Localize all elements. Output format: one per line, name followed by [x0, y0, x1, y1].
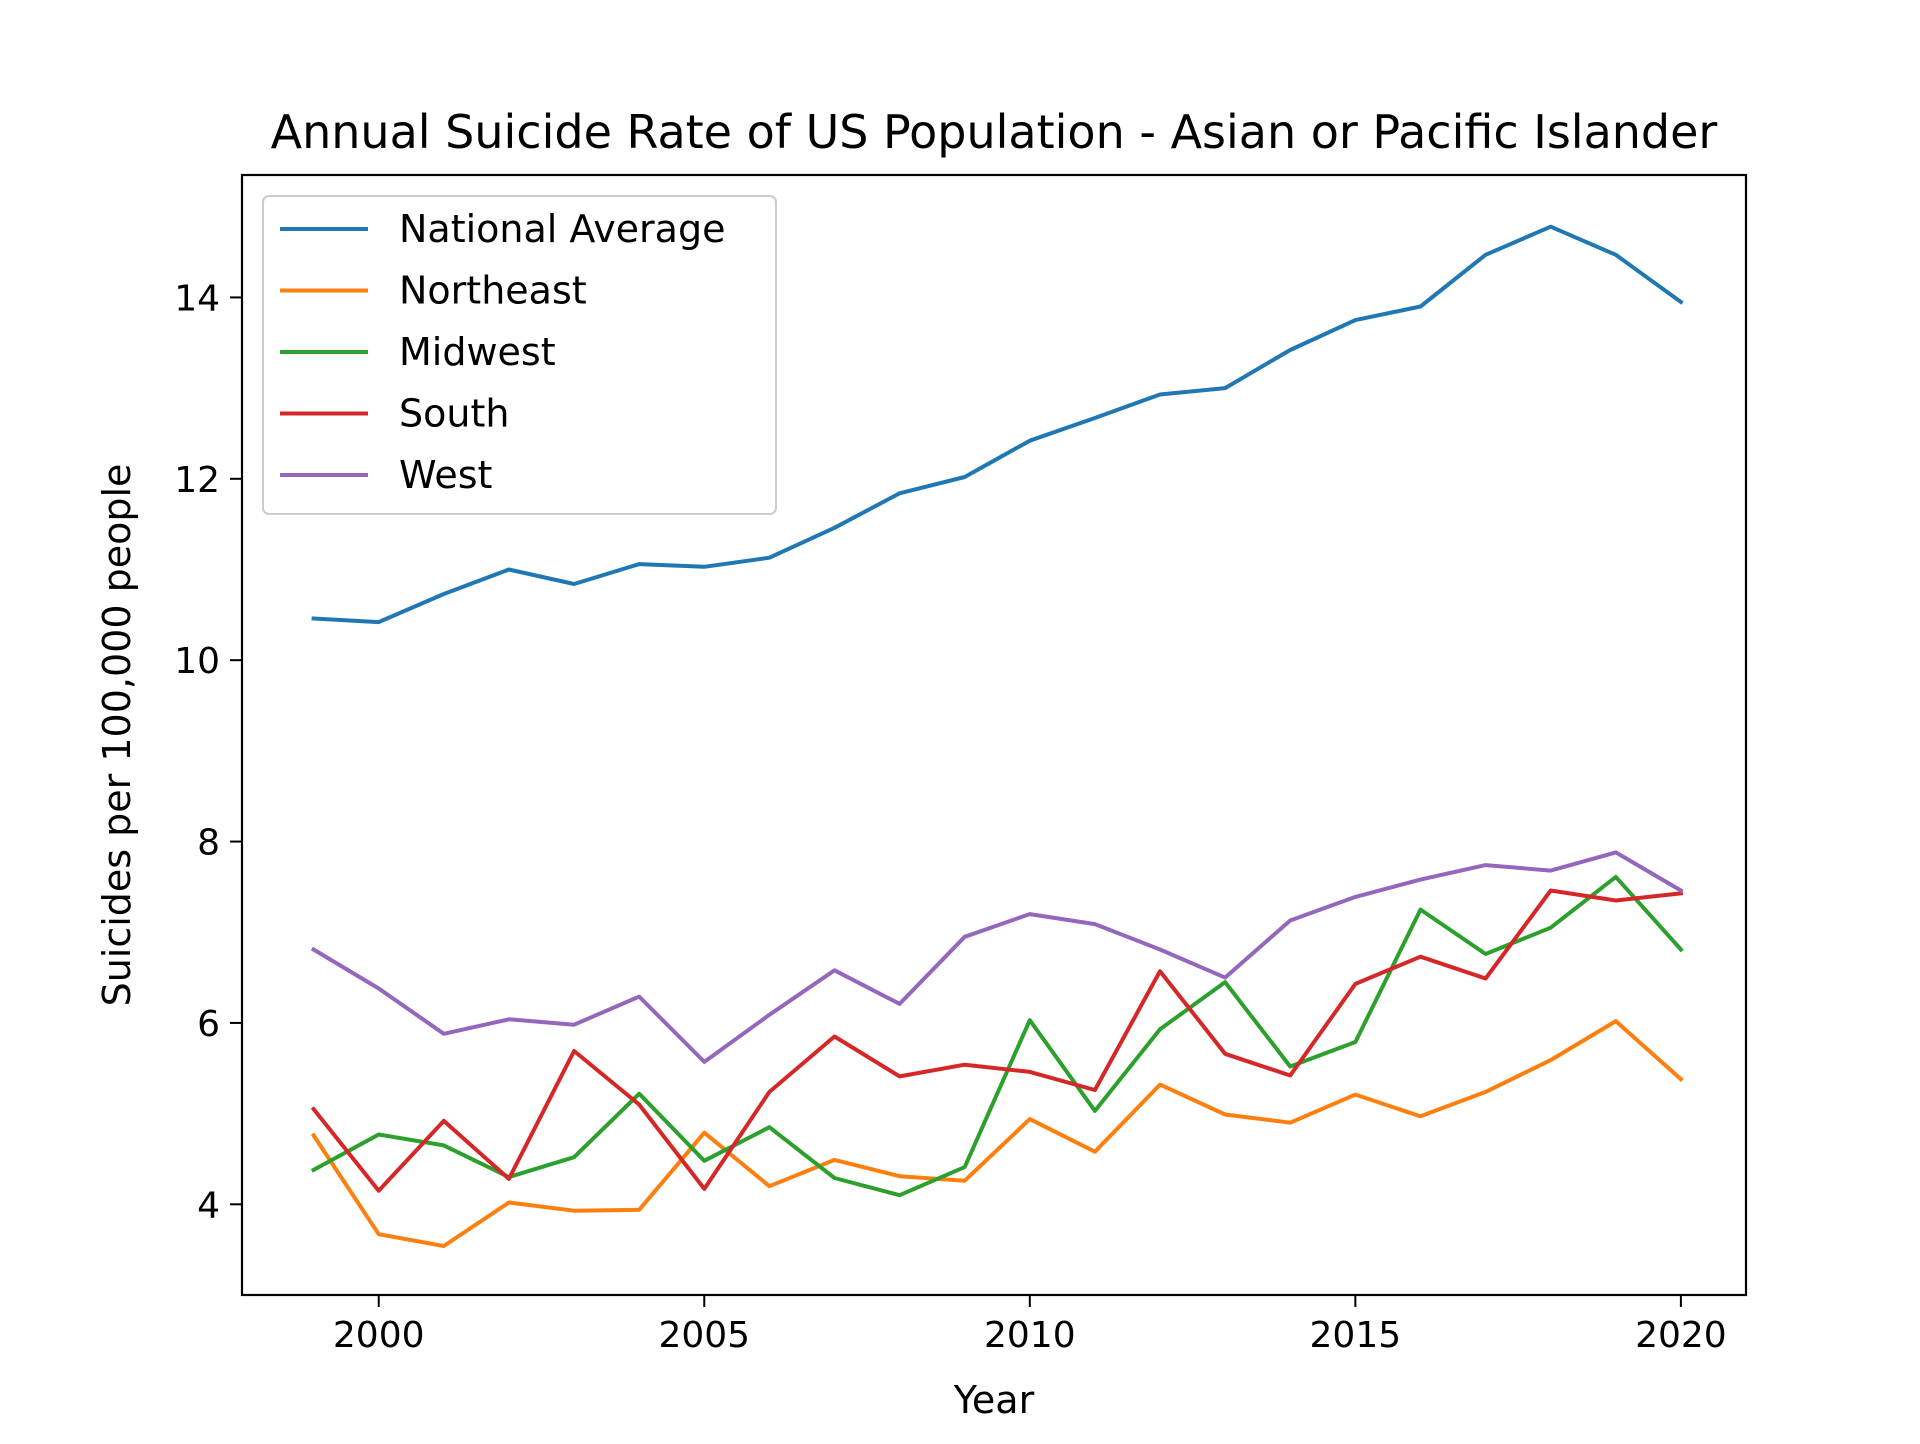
- y-tick-label: 6: [197, 1004, 220, 1045]
- plot-area: [240, 173, 1748, 1297]
- chart-title: Annual Suicide Rate of US Population - A…: [271, 105, 1718, 159]
- x-tick-label: 2020: [1635, 1315, 1727, 1356]
- legend-label-west: West: [399, 453, 492, 497]
- series-line-south: [310, 888, 1684, 1193]
- legend-frame: [262, 195, 777, 515]
- y-tick-label: 14: [174, 278, 220, 319]
- y-tick-label: 12: [174, 460, 220, 501]
- x-tick-label: 2000: [333, 1315, 425, 1356]
- x-tick-label: 2005: [658, 1315, 750, 1356]
- y-axis: 4 6 8 10 12 14: [174, 278, 242, 1226]
- legend-label-national-average: National Average: [399, 207, 725, 251]
- legend-items: National Average Northeast Midwest South Wes…: [280, 207, 725, 497]
- series-layer: [310, 224, 1684, 1248]
- series-line-west: [310, 850, 1684, 1064]
- legend: National Average Northeast Midwest South Wes…: [262, 195, 777, 515]
- series-line-northeast: [310, 1019, 1684, 1248]
- x-tick-label: 2010: [984, 1315, 1076, 1356]
- x-axis-label: Year: [953, 1378, 1035, 1422]
- series-line-national-average: [311, 224, 1684, 625]
- legend-label-midwest: Midwest: [399, 330, 556, 374]
- y-axis-label: Suicides per 100,000 people: [95, 464, 139, 1007]
- y-tick-label: 8: [197, 823, 220, 864]
- legend-label-south: South: [399, 392, 509, 436]
- y-tick-label: 4: [197, 1185, 220, 1226]
- legend-label-northeast: Northeast: [399, 269, 587, 313]
- x-tick-label: 2015: [1310, 1315, 1402, 1356]
- plot-frame: [240, 173, 1748, 1297]
- series-line-midwest: [310, 874, 1684, 1198]
- x-axis: 2000 2005 2010 2015 2020: [333, 1295, 1727, 1356]
- y-tick-label: 10: [174, 641, 220, 682]
